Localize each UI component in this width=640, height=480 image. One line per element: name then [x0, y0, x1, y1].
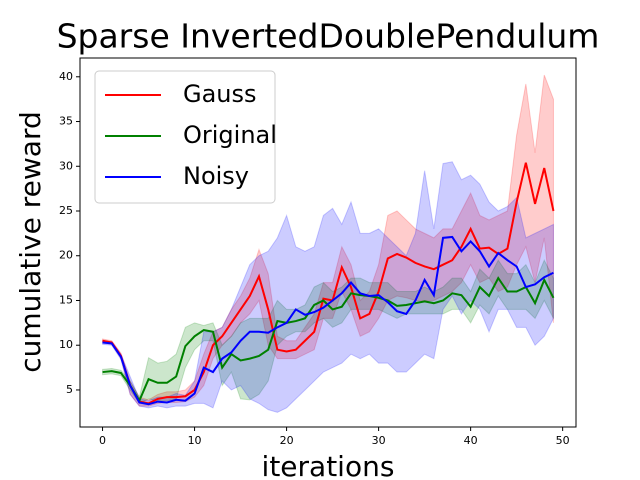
y-tick-label: 35	[59, 115, 73, 128]
error-band	[102, 259, 554, 405]
series-line	[102, 235, 554, 406]
x-tick-label: 0	[99, 434, 106, 447]
y-tick-label: 30	[59, 159, 73, 172]
y-tick-label: 25	[59, 204, 73, 217]
legend-label: Gauss	[183, 80, 257, 108]
y-tick-label: 20	[59, 249, 73, 262]
y-tick-label: 40	[59, 70, 73, 83]
error-band	[102, 161, 554, 413]
x-tick-label: 10	[188, 434, 202, 447]
chart-title: Sparse InvertedDoublePendulum	[57, 17, 600, 56]
error-band	[102, 74, 554, 407]
x-tick-label: 30	[372, 434, 386, 447]
x-tick-label: 20	[280, 434, 294, 447]
y-axis-label: cumulative reward	[14, 111, 47, 373]
plot-frame	[79, 57, 577, 428]
legend-label: Original	[183, 121, 277, 149]
y-tick-label: 10	[59, 338, 73, 351]
y-tick-label: 5	[66, 383, 73, 396]
x-tick-label: 40	[464, 434, 478, 447]
x-tick-label: 50	[556, 434, 570, 447]
legend-box	[94, 70, 276, 204]
x-axis-label: iterations	[262, 450, 395, 480]
y-tick-label: 15	[59, 293, 73, 306]
series-line	[102, 162, 555, 405]
legend-label: Noisy	[183, 162, 249, 190]
